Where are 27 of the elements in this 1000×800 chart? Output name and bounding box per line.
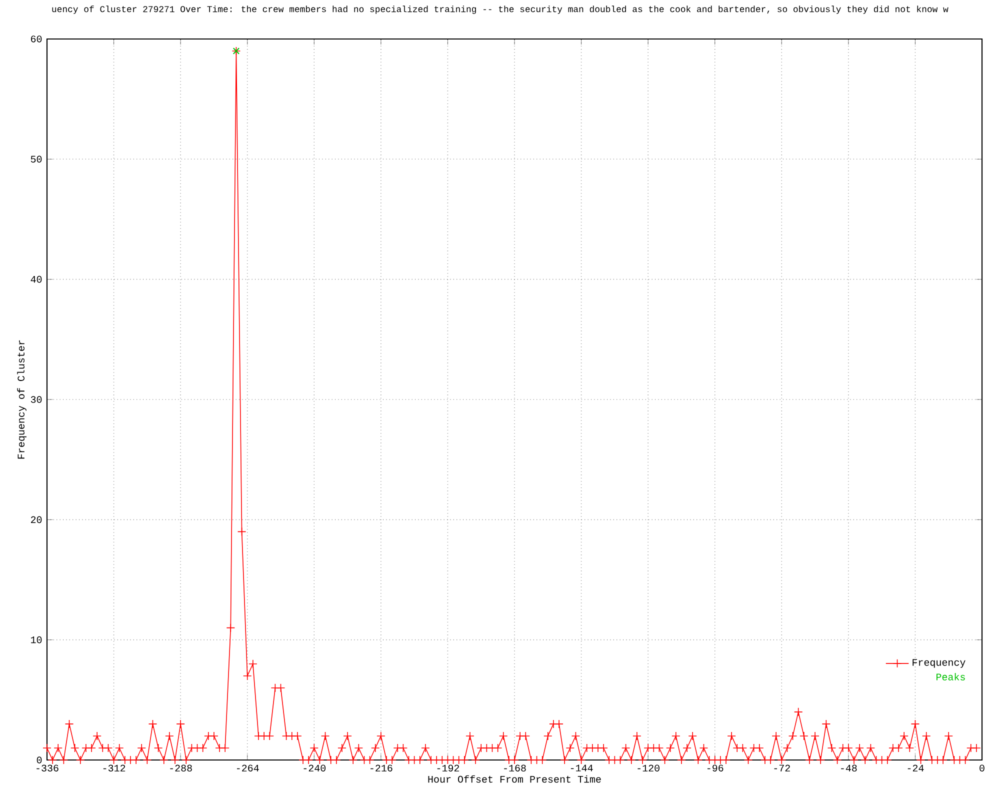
legend-label: Frequency: [912, 659, 966, 668]
y-tick-label: 60: [31, 36, 42, 42]
y-tick-label: 0: [36, 756, 42, 764]
y-tick-label: 50: [30, 156, 42, 163]
y-axis-title: Frequency of Cluster: [17, 340, 26, 459]
x-tick-label: -48: [841, 764, 857, 772]
x-tick-label: -240: [304, 764, 326, 772]
x-tick-label: -120: [638, 764, 660, 772]
x-tick-label: -216: [370, 764, 392, 772]
chart-title: uency of Cluster 279271 Over Time: the crew members had no specialized training -- the security man doubled as the cook and bartender, so obviously they did not know w: [52, 6, 948, 14]
x-tick-label: -336: [36, 764, 58, 772]
x-tick-label: -192: [437, 764, 460, 772]
text: Peaks: [936, 673, 965, 680]
x-tick-label: -312: [103, 764, 126, 772]
x-tick-label: -96: [707, 764, 724, 772]
x-tick-label: 0: [980, 764, 984, 772]
x-tick-label: -24: [908, 764, 924, 772]
y-tick-label: 40: [30, 276, 42, 283]
x-tick-label: -288: [170, 764, 192, 772]
y-tick-label: 30: [30, 396, 42, 403]
x-tick-label: -72: [774, 764, 790, 772]
x-tick-label: -168: [504, 764, 526, 772]
x-tick-label: -144: [570, 764, 593, 772]
y-tick-label: 20: [30, 516, 42, 524]
y-tick-label: 10: [31, 636, 42, 644]
x-axis-title: Hour Offset From Present Time: [428, 775, 601, 783]
x-tick-label: -264: [236, 764, 259, 772]
